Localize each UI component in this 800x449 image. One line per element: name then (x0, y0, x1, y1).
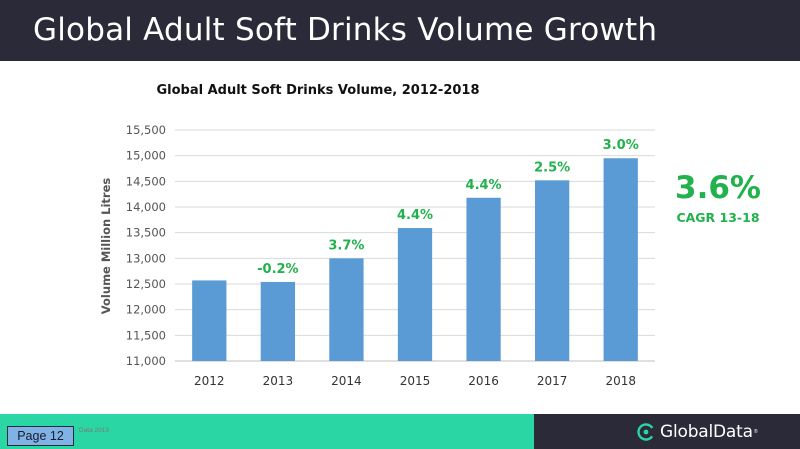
y-tick-label: 13,500 (126, 226, 166, 240)
page-number-badge: Page 12 (7, 426, 74, 446)
y-tick-label: 12,500 (126, 277, 166, 291)
y-tick-label: 11,000 (126, 354, 166, 368)
slide-footer: Page 12 Data 2019 GlobalData ® (0, 414, 800, 449)
cagr-value: 3.6% (675, 170, 761, 206)
chart-axes: 11,000 11,500 12,000 12,500 13,000 13,500 14,0… (126, 123, 655, 368)
y-axis-title: Volume Million Litres (99, 178, 113, 315)
data-label-growth: 4.4% (466, 178, 502, 193)
data-label-growth: 3.0% (603, 138, 639, 153)
data-label-growth: -0.2% (257, 262, 298, 277)
slide-title: Global Adult Soft Drinks Volume Growth (33, 12, 658, 48)
cagr-label: CAGR 13-18 (676, 210, 760, 225)
source-text: Data 2019 (79, 427, 109, 434)
y-tick-label: 14,000 (126, 200, 166, 214)
slide-header: Global Adult Soft Drinks Volume Growth (0, 0, 800, 61)
chart-labels: 2012 2013 -0.2% 2014 3.7% 2015 4.4% 2016 4.4% 201… (194, 138, 639, 388)
x-tick-label: 2013 (263, 374, 294, 388)
y-tick-label: 13,000 (126, 251, 166, 265)
footer-dark-band (534, 414, 800, 449)
bar-2015 (397, 228, 433, 361)
x-tick-label: 2016 (468, 374, 499, 388)
data-label-growth: 4.4% (397, 208, 433, 223)
bar-2014 (329, 258, 364, 361)
x-tick-label: 2012 (194, 374, 225, 388)
data-label-growth: 3.7% (328, 238, 364, 253)
footer-green-band (0, 414, 534, 449)
bar-2013 (260, 281, 295, 361)
y-tick-label: 12,000 (126, 303, 166, 317)
y-tick-label: 11,500 (126, 328, 166, 342)
x-tick-label: 2015 (400, 374, 431, 388)
chart-bars (192, 158, 638, 361)
y-tick-label: 15,500 (126, 123, 166, 137)
x-tick-label: 2017 (537, 374, 568, 388)
bar-chart: 11,000 11,500 12,000 12,500 13,000 13,500 14,0… (99, 83, 655, 388)
y-tick-label: 15,000 (126, 149, 166, 163)
bar-2012 (192, 280, 227, 361)
logo-text: GlobalData (660, 422, 753, 442)
x-tick-label: 2018 (605, 374, 636, 388)
globaldata-logo: GlobalData ® (636, 419, 758, 445)
x-tick-label: 2014 (331, 374, 362, 388)
bar-2016 (466, 197, 501, 361)
y-tick-label: 14,500 (126, 174, 166, 188)
data-label-growth: 2.5% (534, 160, 570, 175)
bar-2017 (535, 180, 570, 361)
globaldata-logo-icon (637, 423, 655, 441)
chart-title: Global Adult Soft Drinks Volume, 2012-20… (156, 83, 479, 98)
bar-2018 (603, 158, 638, 361)
logo-registered-mark: ® (753, 429, 758, 435)
